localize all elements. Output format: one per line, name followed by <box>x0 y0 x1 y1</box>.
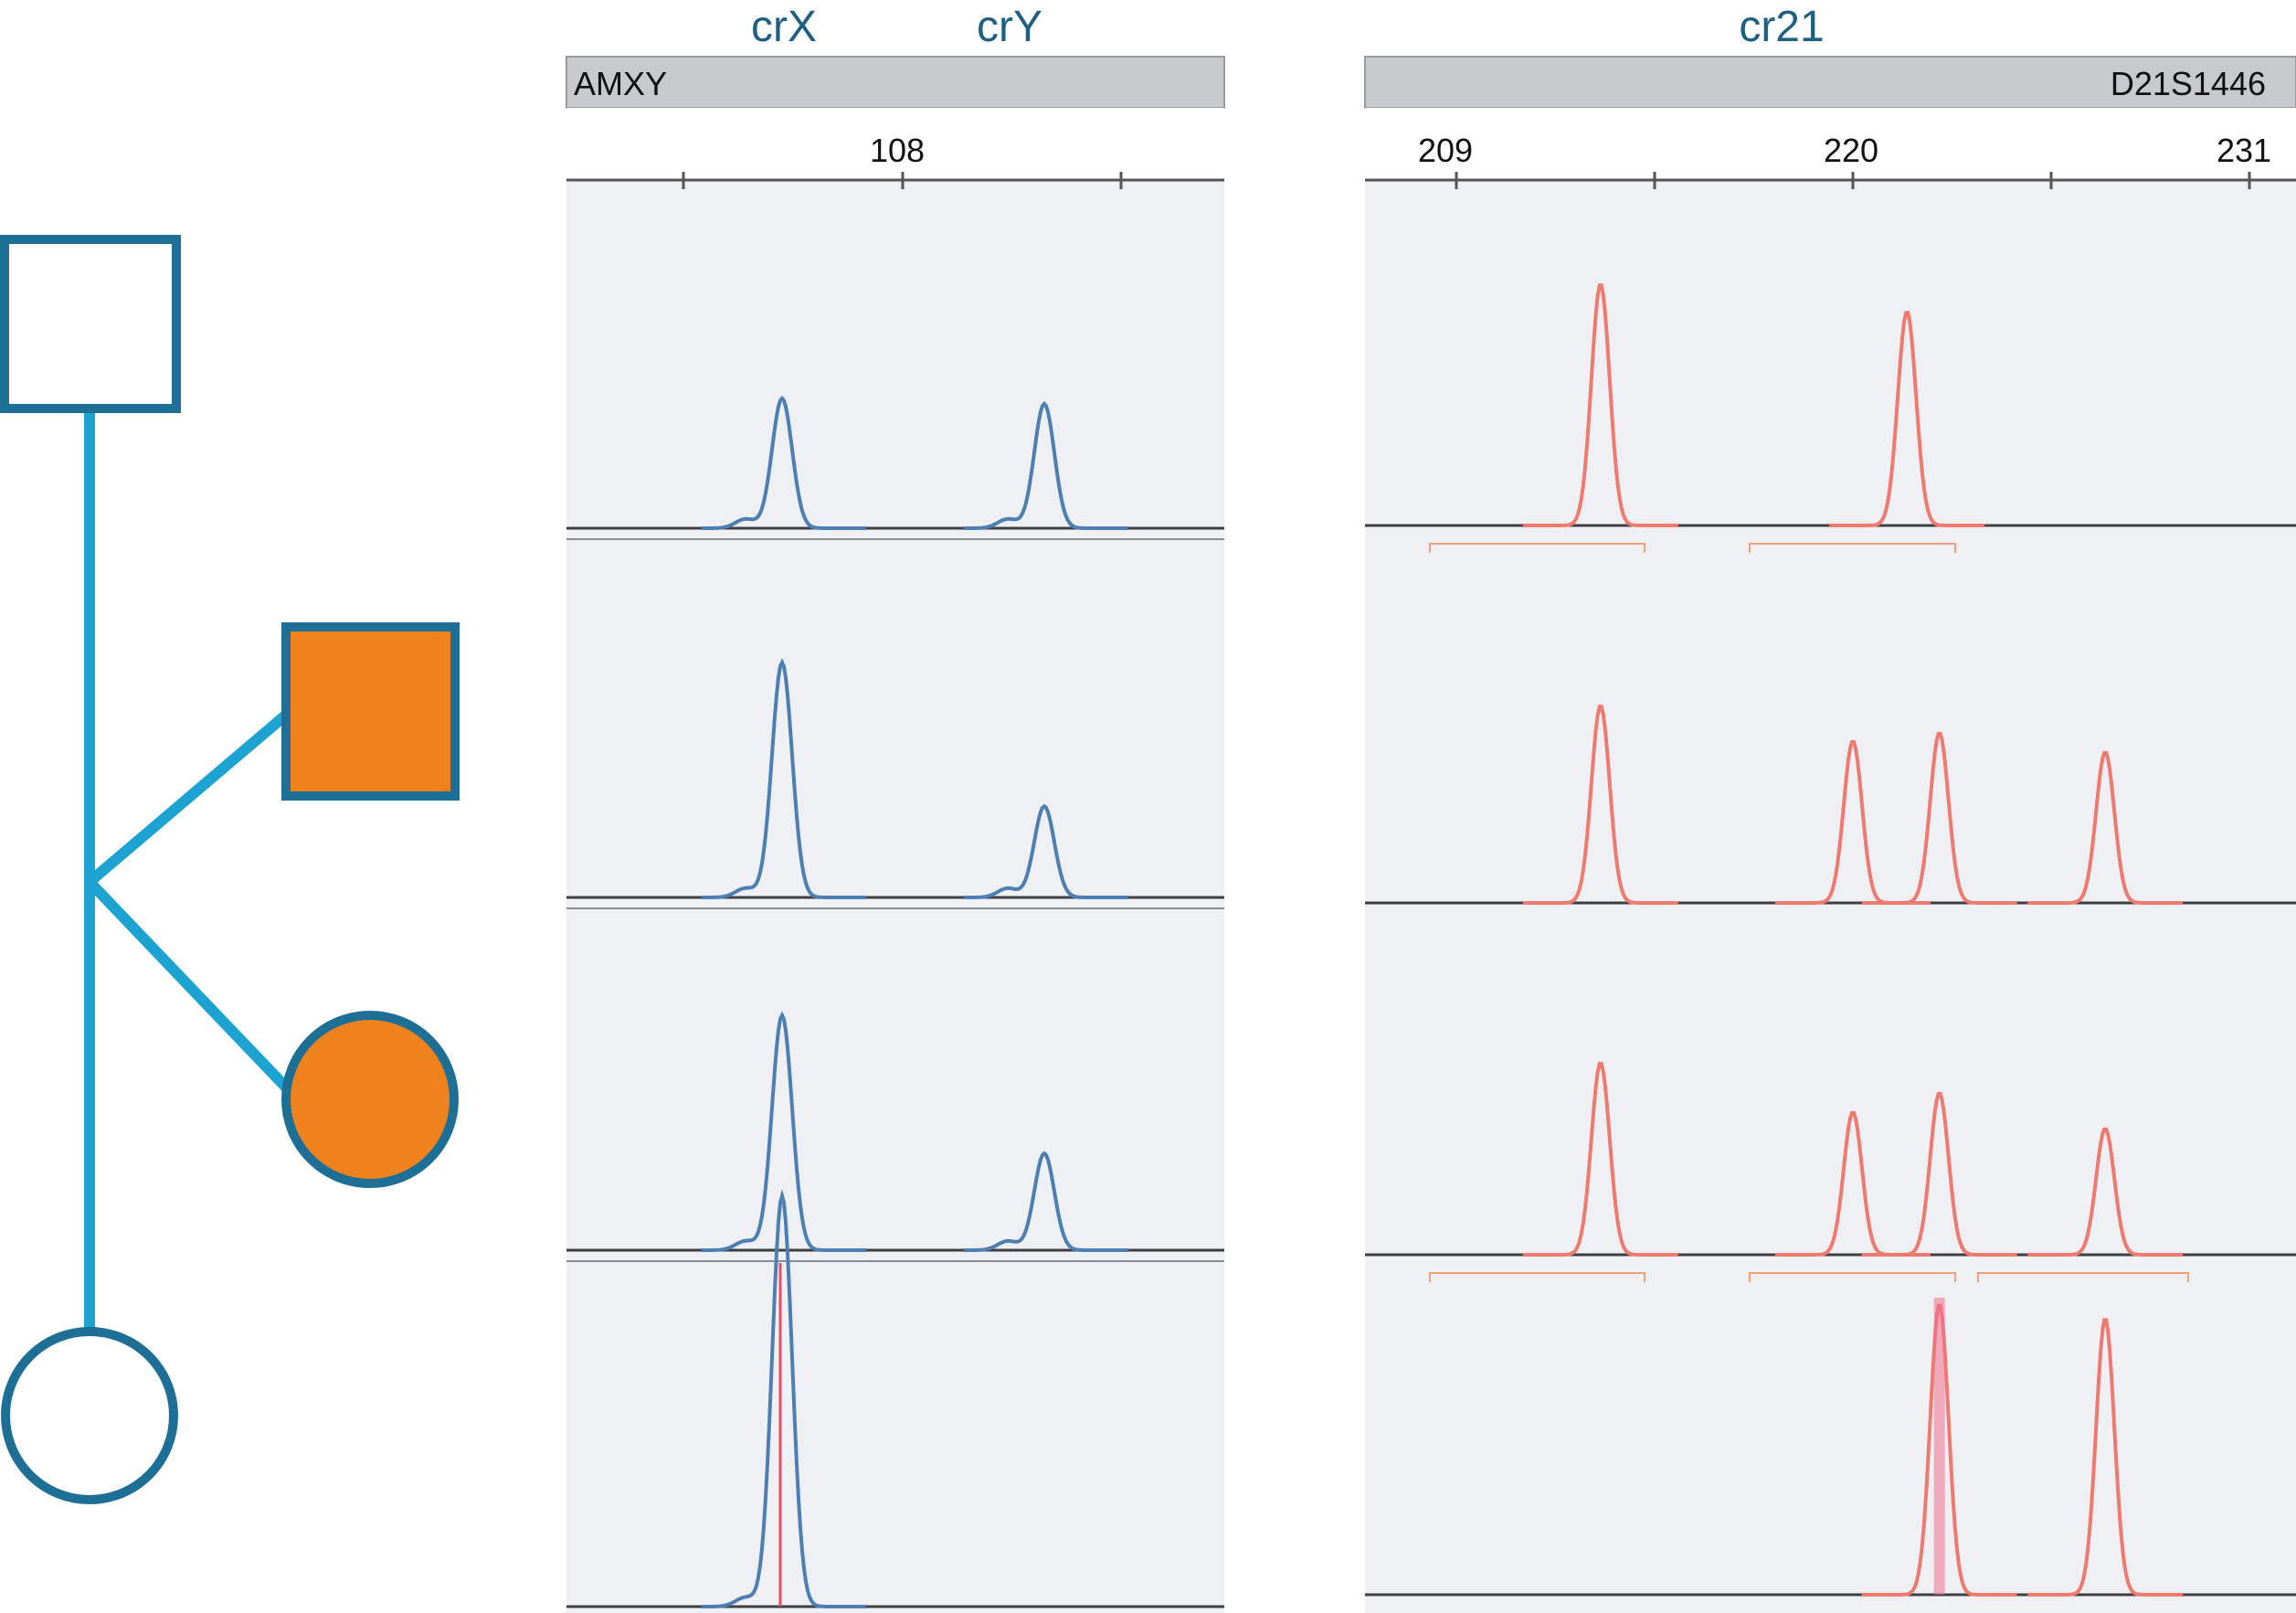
d21-peak-227 <box>2027 1318 2184 1597</box>
d21-scale-background <box>1365 108 2296 181</box>
amxy-panel: AMXY 108 <box>566 56 1225 1613</box>
d21-header-bar <box>1364 56 2296 109</box>
pedigree-branch-daughter <box>85 877 295 1097</box>
pedigree <box>0 235 460 1504</box>
amxy-marker-label: AMXY <box>574 65 667 102</box>
d21-panel-background <box>1365 57 2296 1613</box>
d21-bin-bracket <box>1749 1272 1956 1282</box>
d21-peak-213 <box>1522 1062 1678 1257</box>
amxy-peak-crX <box>702 1188 866 1608</box>
d21-panel: D21S1446 209 220 231 <box>1364 56 2296 1613</box>
amxy-peak-crY <box>964 803 1128 899</box>
mother-circle-symbol <box>1 1327 178 1504</box>
heading-crX: crX <box>751 3 817 51</box>
d21-traces <box>1365 283 2296 1597</box>
father-square-symbol <box>0 235 181 413</box>
amxy-peak-crY <box>964 400 1128 530</box>
heading-crY: crY <box>977 3 1042 51</box>
d21-tick-label-231: 231 <box>2217 132 2271 169</box>
amxy-traces <box>566 395 1224 1608</box>
d21-peak-213 <box>1522 705 1678 905</box>
d21-bin-bracket <box>1977 1272 2189 1282</box>
heading-cr21: cr21 <box>1739 3 1824 51</box>
d21-peak-221.5 <box>1829 311 1985 527</box>
amxy-tick-label-108: 108 <box>870 132 925 169</box>
d21-peak-222.4 <box>1861 1091 2017 1257</box>
amxy-peak-crX <box>702 1011 866 1252</box>
amxy-scale-background <box>566 108 1224 181</box>
d21-marker-label: D21S1446 <box>2111 65 2266 102</box>
d21-tick-label-209: 209 <box>1418 132 1473 169</box>
amxy-peak-crY <box>964 1151 1128 1252</box>
d21-peak-227 <box>2027 750 2184 905</box>
d21-bin-bracket <box>1429 1272 1645 1282</box>
d21-peak-227 <box>2027 1127 2184 1257</box>
pedigree-branch-son <box>86 706 294 886</box>
amxy-peak-crX <box>702 658 866 899</box>
d21-bin-bracket <box>1749 543 1956 553</box>
d21-bin-bracket <box>1429 543 1645 553</box>
d21-peak-222.4 <box>1861 731 2017 905</box>
d21-tick-label-220: 220 <box>1824 132 1878 169</box>
affected-daughter-circle-symbol <box>281 1011 459 1188</box>
amxy-peak-crX <box>702 395 866 530</box>
d21-peak-highlight <box>1933 1298 1945 1595</box>
d21-peak-213 <box>1522 283 1678 527</box>
amxy-panel-background <box>566 57 1224 1613</box>
affected-son-square-symbol <box>281 622 460 801</box>
